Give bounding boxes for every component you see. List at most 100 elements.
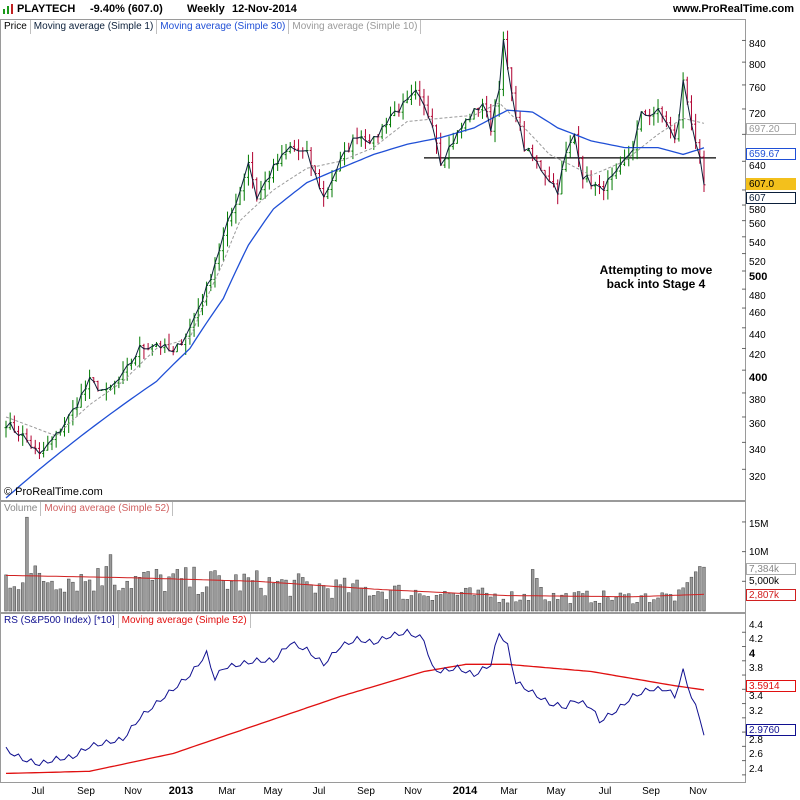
price-tick: 340 bbox=[749, 445, 766, 456]
volume-bar bbox=[635, 602, 639, 612]
volume-bar bbox=[100, 585, 104, 612]
volume-bar bbox=[455, 594, 460, 612]
volume-bar bbox=[497, 602, 501, 612]
volume-bar bbox=[25, 516, 29, 612]
site-label[interactable]: www.ProRealTime.com bbox=[673, 3, 795, 15]
volume-bar bbox=[572, 592, 577, 612]
legend-ma10[interactable]: Moving average (Simple 10) bbox=[289, 20, 422, 34]
symbol-label: PLAYTECH bbox=[17, 3, 76, 15]
volume-bar bbox=[668, 594, 673, 612]
volume-bar bbox=[468, 587, 472, 612]
x-tick: Nov bbox=[689, 786, 707, 797]
volume-bar bbox=[351, 583, 355, 612]
volume-bar bbox=[196, 594, 200, 612]
volume-bar bbox=[393, 585, 397, 612]
volume-bar bbox=[589, 602, 593, 612]
volume-bar bbox=[501, 598, 506, 612]
legend-ma1[interactable]: Moving average (Simple 1) bbox=[30, 20, 158, 34]
price-tick: 760 bbox=[749, 83, 766, 94]
volume-bar bbox=[242, 573, 246, 612]
legend-volume-ma52[interactable]: Moving average (Simple 52) bbox=[41, 502, 174, 516]
volume-bar bbox=[288, 595, 292, 612]
chart-header: PLAYTECH -9.40% (607.0) Weekly 12-Nov-20… bbox=[0, 0, 800, 18]
volume-bar bbox=[401, 598, 405, 612]
volume-bar bbox=[83, 581, 88, 612]
volume-bar bbox=[426, 596, 430, 612]
volume-bar bbox=[367, 595, 372, 612]
rs-tick: 3.2 bbox=[749, 706, 763, 717]
volume-bar bbox=[397, 584, 401, 612]
volume-bar bbox=[305, 581, 309, 612]
volume-bar bbox=[192, 566, 196, 612]
ma30-value-label: 659.67 bbox=[746, 148, 796, 160]
volume-bar bbox=[648, 602, 652, 612]
volume-bar bbox=[171, 573, 175, 612]
legend-volume[interactable]: Volume bbox=[1, 502, 42, 516]
volume-bar bbox=[50, 580, 54, 612]
volume-bar bbox=[593, 601, 597, 612]
legend-price[interactable]: Price bbox=[1, 20, 31, 34]
x-tick: May bbox=[546, 786, 566, 797]
price-tick: 520 bbox=[749, 257, 766, 268]
volume-bar bbox=[200, 592, 205, 612]
volume-bar bbox=[434, 595, 439, 612]
volume-legend: Volume Moving average (Simple 52) bbox=[1, 502, 174, 516]
volume-bar bbox=[606, 597, 610, 612]
volume-bar bbox=[652, 599, 656, 612]
volume-bar bbox=[158, 574, 163, 612]
volume-bar bbox=[485, 592, 489, 612]
price-legend: Price Moving average (Simple 1) Moving ave… bbox=[1, 20, 422, 34]
volume-bar bbox=[255, 570, 259, 612]
volume-bar bbox=[163, 591, 167, 612]
volume-bar bbox=[388, 589, 393, 612]
x-tick: Sep bbox=[77, 786, 95, 797]
volume-value-label: 7,384k bbox=[746, 563, 796, 575]
volume-bar bbox=[29, 573, 33, 612]
legend-ma30[interactable]: Moving average (Simple 30) bbox=[157, 20, 290, 34]
rs-tick: 2.4 bbox=[749, 764, 763, 775]
volume-bar bbox=[347, 592, 351, 612]
volume-bar bbox=[301, 577, 305, 612]
watermark-label: © ProRealTime.com bbox=[4, 486, 103, 498]
price-panel[interactable] bbox=[0, 19, 746, 501]
rs-legend: RS (S&P500 Index) [*10] Moving average (S… bbox=[1, 614, 251, 628]
volume-bar bbox=[472, 595, 476, 612]
volume-bar bbox=[560, 594, 564, 612]
legend-rs[interactable]: RS (S&P500 Index) [*10] bbox=[1, 614, 119, 628]
stage4-annotation: Attempting to move back into Stage 4 bbox=[586, 263, 726, 291]
volume-bar bbox=[263, 595, 267, 612]
volume-bar bbox=[309, 584, 313, 612]
volume-bar bbox=[259, 587, 263, 612]
volume-bar bbox=[677, 589, 681, 612]
price-tick: 460 bbox=[749, 308, 766, 319]
rs-ma-value-label: 3.5914 bbox=[746, 680, 796, 692]
ma10-line bbox=[5, 102, 705, 437]
x-tick: 2013 bbox=[168, 785, 194, 797]
volume-bar bbox=[380, 591, 384, 612]
volume-bar bbox=[75, 590, 79, 612]
volume-bar bbox=[133, 576, 138, 612]
price-tick: 380 bbox=[749, 395, 766, 406]
change-label: -9.40% (607.0) bbox=[90, 3, 163, 15]
volume-bar bbox=[685, 582, 689, 612]
rs-line bbox=[5, 628, 705, 767]
volume-bar bbox=[660, 592, 664, 612]
rs-tick: 3.4 bbox=[749, 691, 763, 702]
volume-bar bbox=[698, 566, 702, 612]
volume-panel[interactable] bbox=[0, 501, 746, 613]
x-tick: Mar bbox=[500, 786, 518, 797]
volume-bar bbox=[556, 599, 560, 612]
volume-bar bbox=[79, 574, 83, 612]
volume-bar bbox=[326, 588, 330, 612]
period-label: Weekly bbox=[187, 3, 225, 15]
volume-bar bbox=[693, 571, 698, 612]
volume-bar bbox=[292, 579, 297, 612]
volume-bar bbox=[585, 590, 589, 612]
legend-rs-ma52[interactable]: Moving average (Simple 52) bbox=[118, 614, 251, 628]
volume-bar bbox=[464, 587, 468, 612]
volume-bar bbox=[175, 569, 180, 612]
rs-panel[interactable] bbox=[0, 613, 746, 783]
volume-bar bbox=[92, 590, 96, 612]
price-tick: 840 bbox=[749, 39, 766, 50]
